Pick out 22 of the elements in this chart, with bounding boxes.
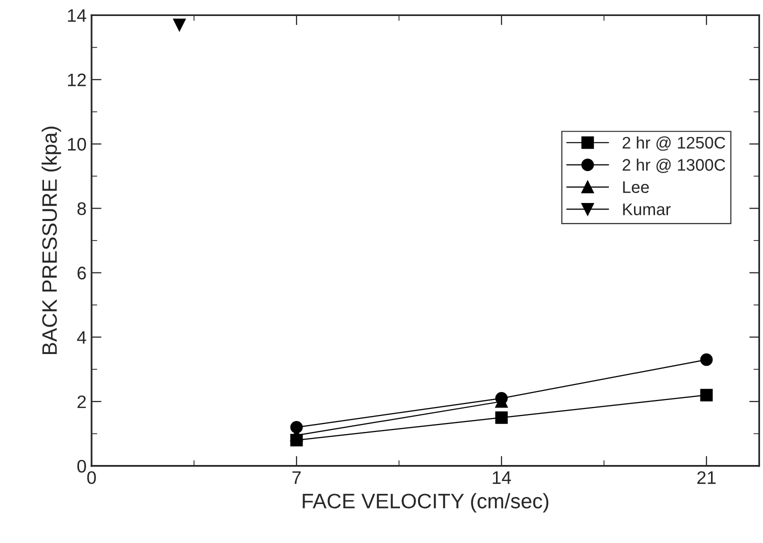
legend-label: Lee <box>623 181 649 194</box>
point <box>700 388 713 402</box>
legend-label: Kumar <box>623 204 671 216</box>
x-tick-label: 7 <box>292 471 301 484</box>
y-axis-title: BACK PRESSURE (kpa) <box>42 126 62 354</box>
y-tick-label: 4 <box>77 331 86 344</box>
y-tick-label: 8 <box>77 202 86 216</box>
point <box>173 18 186 32</box>
x-tick-label: 0 <box>87 471 96 484</box>
y-tick-label: 6 <box>78 266 86 280</box>
x-axis-title: FACE VELOCITY (cm/sec) <box>302 493 548 513</box>
x-tick-label: 14 <box>492 471 512 484</box>
y-tick-label: 2 <box>78 395 86 408</box>
legend-label: 2 hr @ 1250C <box>622 136 726 151</box>
y-tick-label: 0 <box>77 460 86 473</box>
y-tick-label: 12 <box>68 74 86 86</box>
point <box>495 411 508 424</box>
x-tick-label: 21 <box>697 471 716 484</box>
point <box>700 353 713 366</box>
y-tick-label: 10 <box>68 138 86 151</box>
legend-label: 2 hr @ 1300C <box>622 158 726 173</box>
y-tick-label: 14 <box>68 9 86 22</box>
